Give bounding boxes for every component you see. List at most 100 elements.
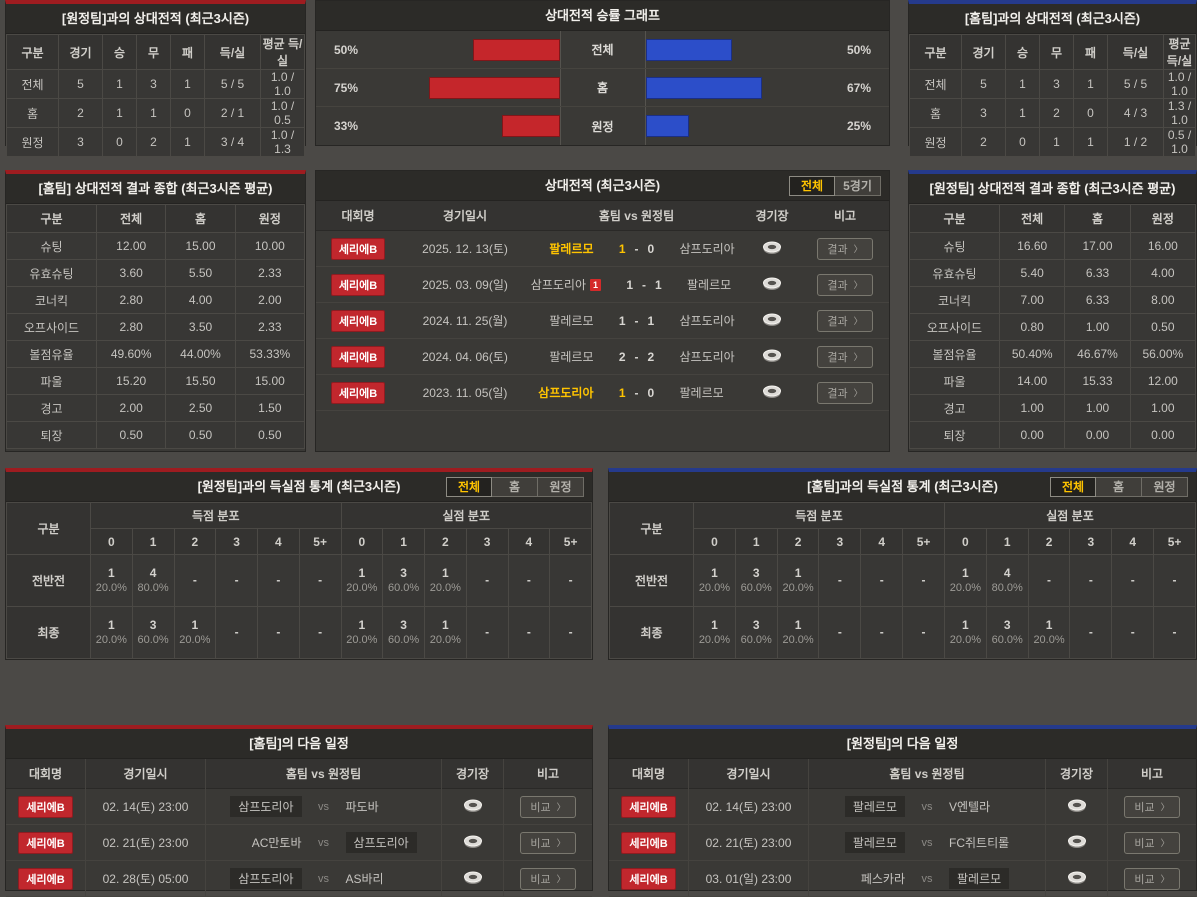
match-date: 02. 14(토) 23:00 bbox=[689, 788, 809, 825]
dist-cell: 3 60.0% bbox=[382, 554, 425, 607]
cell: 0.50 bbox=[165, 421, 236, 449]
home-team: 팔레르모 bbox=[549, 314, 594, 328]
col-header: 원정 bbox=[234, 204, 306, 233]
score-dash: - bbox=[634, 349, 639, 364]
schedule-row: 세리에B 02. 21(토) 23:00 AC만토바 vs 삼프도리아 비교 〉 bbox=[6, 824, 592, 861]
away-team: 팔레르모 bbox=[949, 868, 1010, 889]
col-header: 전체 bbox=[95, 204, 167, 233]
stadium-icon[interactable] bbox=[760, 383, 784, 403]
dist-cell: 4 80.0% bbox=[985, 554, 1029, 607]
bin-header: 2 bbox=[1027, 528, 1071, 555]
dist-cell: - bbox=[298, 606, 342, 659]
match-date: 2025. 12. 13(토) bbox=[422, 242, 508, 256]
compare-button[interactable]: 비교 〉 bbox=[1124, 795, 1180, 818]
dist-cell: - bbox=[1153, 554, 1196, 607]
table-row: 전체 5 1 3 1 5 / 5 1.0 / 1.0 bbox=[909, 69, 1196, 99]
compare-button[interactable]: 비교 〉 bbox=[520, 795, 576, 818]
away-team: 삼프도리아 bbox=[679, 314, 735, 328]
tab-all[interactable]: 전체 bbox=[446, 477, 492, 497]
row-label: 코너킥 bbox=[909, 286, 1000, 314]
panel-away-schedule: [원정팀]의 다음 일정 대회명 경기일시 홈팀 vs 원정팀 경기장 비고 세… bbox=[608, 725, 1197, 897]
stadium-icon[interactable] bbox=[760, 239, 784, 259]
dist-cell: 4 80.0% bbox=[131, 554, 175, 607]
stadium-icon[interactable] bbox=[461, 833, 485, 853]
stadium-icon[interactable] bbox=[1065, 833, 1089, 853]
dist-cell: 1 20.0% bbox=[173, 606, 217, 659]
away-bar-zone bbox=[645, 69, 820, 106]
dist-cell: 1 20.0% bbox=[90, 554, 133, 607]
h2h-period-tabs: 전체 5경기 bbox=[789, 176, 881, 196]
dist-cell: - bbox=[860, 554, 904, 607]
cell: 0.5 / 1.0 bbox=[1163, 127, 1196, 157]
stadium-icon[interactable] bbox=[1065, 797, 1089, 817]
stadium-icon[interactable] bbox=[461, 869, 485, 889]
result-button-label: 결과 bbox=[827, 279, 848, 292]
stadium-icon[interactable] bbox=[760, 311, 784, 331]
compare-button[interactable]: 비교 〉 bbox=[1124, 867, 1180, 890]
table-row: 홈 2 1 1 0 2 / 1 1.0 / 0.5 bbox=[6, 98, 305, 128]
panel-title: [원정팀]과의 득실점 통계 (최근3시즌) bbox=[197, 479, 401, 494]
col-header-note: 비고 bbox=[833, 209, 857, 223]
cell: 2.33 bbox=[234, 259, 306, 287]
tab-away[interactable]: 원정 bbox=[1142, 477, 1188, 497]
tab-all[interactable]: 전체 bbox=[789, 176, 835, 196]
dist-cell: - bbox=[298, 554, 342, 607]
cell: 1 bbox=[1005, 98, 1040, 128]
away-bar bbox=[645, 115, 689, 137]
row-label: 원정 bbox=[6, 127, 59, 157]
panel-goals-vs-home: [홈팀]과의 득실점 통계 (최근3시즌) 전체 홈 원정 구분 득점 분포 실… bbox=[608, 468, 1197, 660]
compare-button[interactable]: 비교 〉 bbox=[1124, 831, 1180, 854]
table-row: 원정 3 0 2 1 3 / 4 1.0 / 1.3 bbox=[6, 127, 305, 157]
result-button[interactable]: 결과 〉 bbox=[817, 345, 873, 368]
bin-header: 3 bbox=[818, 528, 862, 555]
home-pct-label: 33% bbox=[334, 119, 359, 133]
cell: 2 bbox=[961, 127, 1006, 157]
col-header-datetime: 경기일시 bbox=[689, 758, 809, 789]
tab-all[interactable]: 전체 bbox=[1050, 477, 1096, 497]
panel-title-bar: [홈팀]과의 득실점 통계 (최근3시즌) 전체 홈 원정 bbox=[609, 472, 1196, 502]
conceded-group-header: 실점 분포 bbox=[943, 502, 1197, 529]
tab-home[interactable]: 홈 bbox=[492, 477, 538, 497]
col-header-note: 비고 bbox=[1140, 766, 1164, 781]
vs-label: vs bbox=[318, 800, 329, 813]
compare-button[interactable]: 비교 〉 bbox=[520, 831, 576, 854]
stadium-icon[interactable] bbox=[1065, 869, 1089, 889]
home-bar-zone bbox=[386, 69, 560, 106]
bin-header: 2 bbox=[173, 528, 217, 555]
record-table: 구분 경기 승 무 패 득/실 평균 득/실 전체 5 1 3 1 5 / 5 … bbox=[6, 34, 305, 157]
panel-title: [원정팀]과의 상대전적 (최근3시즌) bbox=[6, 4, 305, 34]
cell: 2.00 bbox=[95, 394, 167, 422]
score: 1-1 bbox=[594, 314, 680, 328]
result-button[interactable]: 결과 〉 bbox=[817, 273, 873, 296]
compare-button[interactable]: 비교 〉 bbox=[520, 867, 576, 890]
dist-cell: 3 60.0% bbox=[734, 554, 778, 607]
cell: 2 / 1 bbox=[204, 98, 261, 128]
tab-home[interactable]: 홈 bbox=[1096, 477, 1142, 497]
table-row: 오프사이드 0.80 1.00 0.50 bbox=[909, 313, 1197, 341]
dist-cell: 3 60.0% bbox=[985, 606, 1029, 659]
table-row: 최종 1 20.0% 3 60.0% 1 20.0% - - - 1 20.0% 3 60… bbox=[609, 606, 1196, 659]
home-pct-label: 50% bbox=[334, 42, 359, 57]
table-row: 슈팅 12.00 15.00 10.00 bbox=[6, 232, 306, 260]
tab-5games[interactable]: 5경기 bbox=[835, 176, 881, 196]
bin-header: 0 bbox=[90, 528, 133, 555]
result-button[interactable]: 결과 〉 bbox=[817, 381, 873, 404]
dist-cell: - bbox=[173, 554, 217, 607]
home-team: 삼프도리아 bbox=[530, 278, 586, 292]
chart-row: 33% 원정 25% bbox=[316, 107, 889, 145]
col-header: 평균 득/실 bbox=[260, 34, 305, 70]
cell: 0.50 bbox=[1129, 313, 1197, 341]
stadium-icon[interactable] bbox=[461, 797, 485, 817]
table-row: 퇴장 0.00 0.00 0.00 bbox=[909, 421, 1197, 449]
stadium-icon[interactable] bbox=[760, 275, 784, 295]
panel-title: [홈팀]의 다음 일정 bbox=[6, 729, 592, 759]
score-dash: - bbox=[634, 241, 639, 256]
row-label: 경고 bbox=[909, 394, 1000, 422]
schedule-row: 세리에B 02. 28(토) 05:00 삼프도리아 vs AS바리 비교 〉 bbox=[6, 860, 592, 897]
tab-away[interactable]: 원정 bbox=[538, 477, 584, 497]
result-button[interactable]: 결과 〉 bbox=[817, 237, 873, 260]
compare-button-label: 비교 bbox=[1134, 801, 1155, 814]
stadium-icon[interactable] bbox=[760, 347, 784, 367]
result-button[interactable]: 결과 〉 bbox=[817, 309, 873, 332]
cell: 2.80 bbox=[95, 313, 167, 341]
